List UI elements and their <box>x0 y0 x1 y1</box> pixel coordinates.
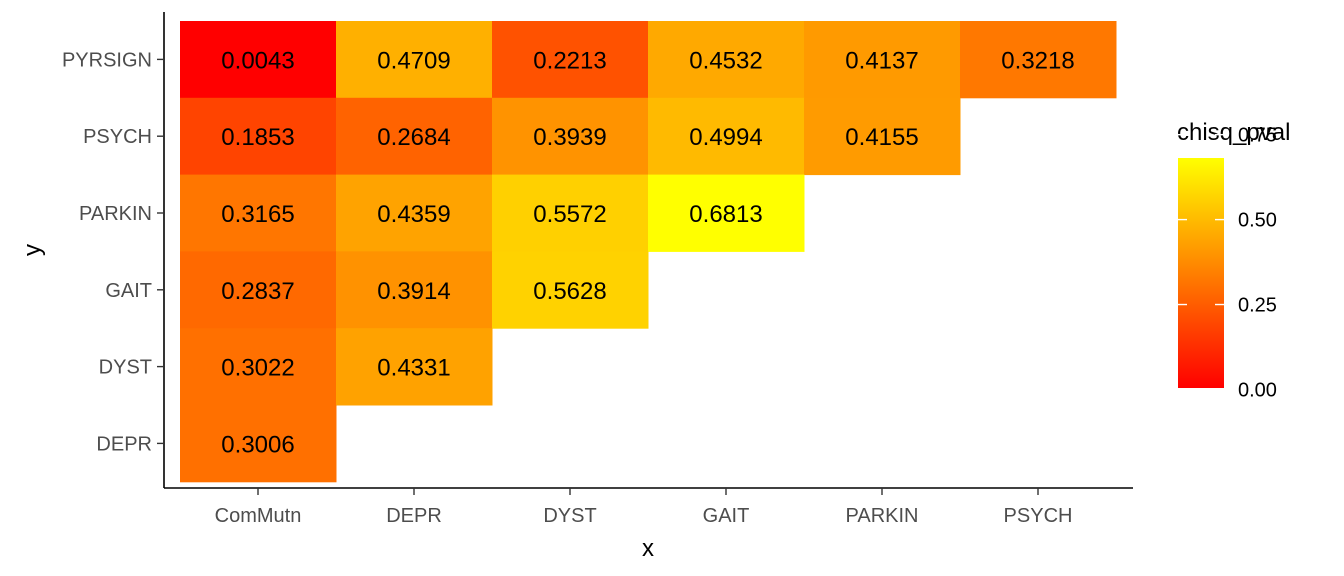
legend-tick-label: 0.25 <box>1238 295 1277 317</box>
cell-value-label: 0.1853 <box>221 124 294 151</box>
heatmap-cell <box>648 21 805 99</box>
heatmap-cell <box>180 328 337 406</box>
y-tick-label: DEPR <box>96 433 152 455</box>
cell-value-label: 0.3022 <box>221 355 294 382</box>
x-tick-label: PSYCH <box>1004 505 1073 527</box>
cell-value-label: 0.2837 <box>221 278 294 305</box>
cell-value-label: 0.5628 <box>533 278 606 305</box>
cell-value-label: 0.3914 <box>377 278 450 305</box>
cell-value-label: 0.3165 <box>221 201 294 228</box>
cell-value-label: 0.3939 <box>533 124 606 151</box>
x-tick-label: ComMutn <box>215 505 302 527</box>
heatmap-cell <box>492 174 649 252</box>
cell-value-label: 0.3006 <box>221 431 294 458</box>
heatmap-cell <box>492 21 649 99</box>
heatmap-cell <box>180 174 337 252</box>
y-tick-label: PYRSIGN <box>62 49 152 71</box>
y-tick-label: DYST <box>99 357 152 379</box>
heatmap-cell <box>648 97 805 176</box>
cell-value-label: 0.2213 <box>533 47 606 74</box>
cell-value-label: 0.2684 <box>377 124 450 151</box>
x-tick-label: DYST <box>543 505 596 527</box>
cell-value-label: 0.4709 <box>377 47 450 74</box>
legend-colorbar <box>1178 158 1224 388</box>
cell-value-label: 0.4155 <box>845 124 918 151</box>
heatmap-cell <box>492 97 649 176</box>
heatmap-cells <box>180 21 1117 483</box>
cell-value-label: 0.4137 <box>845 47 918 74</box>
heatmap-cell <box>180 405 337 483</box>
heatmap-cell <box>336 174 493 252</box>
cell-value-label: 0.4331 <box>377 355 450 382</box>
legend-ticks: 0.00 0.25 0.50 0.75 <box>1178 125 1277 401</box>
x-axis-title: x <box>642 535 654 562</box>
heatmap-cell <box>648 174 805 252</box>
legend-tick-label: 0.00 <box>1238 379 1277 401</box>
x-tick-label: DEPR <box>386 505 442 527</box>
heatmap-cell <box>180 21 337 99</box>
x-tick-label: GAIT <box>703 505 750 527</box>
y-axis-ticks: PYRSIGN PSYCH PARKIN GAIT DYST DEPR <box>62 49 164 455</box>
y-tick-label: GAIT <box>105 280 152 302</box>
cell-value-label: 0.5572 <box>533 201 606 228</box>
y-axis-title: y <box>19 244 46 256</box>
cell-labels: 0.0043 0.4709 0.2213 0.4532 0.4137 0.3218 0.18… <box>221 47 1074 458</box>
heatmap-cell <box>804 97 961 176</box>
heatmap-cell <box>180 251 337 329</box>
y-tick-label: PARKIN <box>79 203 152 225</box>
heatmap-cell <box>804 21 961 99</box>
cell-value-label: 0.3218 <box>1001 47 1074 74</box>
heatmap-cell <box>180 97 337 176</box>
y-tick-label: PSYCH <box>83 126 152 148</box>
legend-tick-label: 0.75 <box>1238 125 1277 147</box>
heatmap-cell <box>492 251 649 329</box>
color-legend: chisq_pval 0.00 0.25 0.50 0.75 <box>1177 119 1290 401</box>
cell-value-label: 0.0043 <box>221 47 294 74</box>
heatmap-cell <box>336 97 493 176</box>
legend-title: chisq_pval <box>1177 119 1290 146</box>
legend-tick-label: 0.50 <box>1238 210 1277 232</box>
cell-value-label: 0.4994 <box>689 124 762 151</box>
heatmap-cell <box>336 21 493 99</box>
heatmap-cell <box>336 328 493 406</box>
heatmap-cell <box>336 251 493 329</box>
cell-value-label: 0.4359 <box>377 201 450 228</box>
x-tick-label: PARKIN <box>846 505 919 527</box>
heatmap-cell <box>960 21 1117 99</box>
cell-value-label: 0.6813 <box>689 201 762 228</box>
cell-value-label: 0.4532 <box>689 47 762 74</box>
x-axis-ticks: ComMutn DEPR DYST GAIT PARKIN PSYCH <box>215 488 1073 527</box>
